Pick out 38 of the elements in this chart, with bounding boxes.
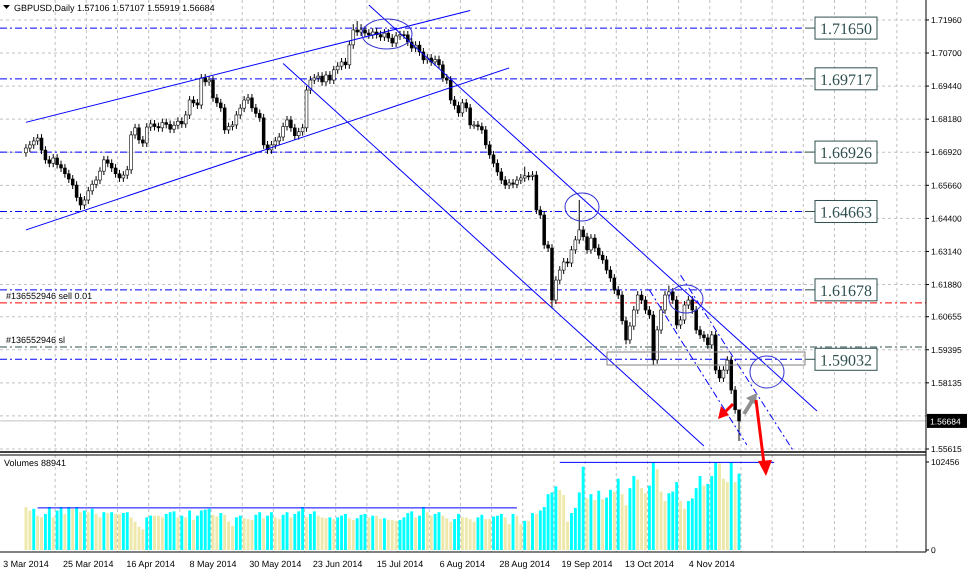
- x-tick-label: 28 Aug 2014: [499, 559, 550, 569]
- x-tick-label: 8 May 2014: [189, 559, 236, 569]
- ref-line-label: 1.66926: [820, 145, 872, 162]
- y-tick-label: 1.59395: [931, 344, 962, 355]
- x-tick-label: 16 Apr 2014: [126, 559, 175, 569]
- x-tick-label: 4 Nov 2014: [688, 559, 735, 569]
- y-tick-label: 1.63140: [931, 246, 962, 256]
- y-tick-label: 1.68180: [931, 114, 962, 124]
- ref-line-label: 1.71650: [820, 21, 872, 38]
- y-tick-label: 1.69440: [931, 81, 962, 92]
- ref-line-label: 1.56684: [930, 416, 961, 426]
- y-tick-label: 1.60655: [931, 312, 962, 322]
- x-tick-label: 25 Mar 2014: [63, 559, 114, 569]
- y-tick-label: 1.65660: [931, 180, 962, 190]
- y-tick-label: 1.64400: [931, 213, 962, 224]
- ref-line-label: 1.59032: [820, 352, 872, 370]
- chart-title: GBPUSD,Daily 1.57106 1.57107 1.55919 1.56684: [14, 3, 215, 13]
- ref-line-label: 1.69717: [820, 72, 872, 89]
- annotation: #136552946 sl: [6, 335, 66, 346]
- ref-line-label: 1.64663: [820, 204, 872, 222]
- ref-line-label: 1.61678: [820, 282, 872, 300]
- chart-title: Volumes 88941: [4, 458, 66, 468]
- y-tick-label: 102456: [931, 456, 960, 467]
- annotation: #136552946 sell 0.01: [6, 290, 92, 301]
- y-tick-label: 1.55615: [931, 444, 962, 454]
- x-tick-label: 13 Oct 2014: [624, 559, 674, 569]
- y-tick-label: 1.71960: [931, 14, 962, 25]
- y-tick-label: 1.70700: [931, 48, 962, 58]
- y-tick-label: 0: [931, 545, 936, 555]
- x-tick-label: 30 May 2014: [249, 559, 302, 569]
- x-tick-label: 3 Mar 2014: [3, 559, 49, 569]
- x-tick-label: 15 Jul 2014: [376, 559, 424, 569]
- x-tick-label: 6 Aug 2014: [440, 559, 486, 569]
- x-tick-label: 23 Jun 2014: [312, 559, 362, 569]
- y-tick-label: 1.61880: [931, 280, 962, 290]
- y-tick-label: 1.58135: [931, 378, 962, 388]
- x-tick-label: 19 Sep 2014: [562, 559, 613, 569]
- y-tick-label: 1.66920: [931, 147, 962, 158]
